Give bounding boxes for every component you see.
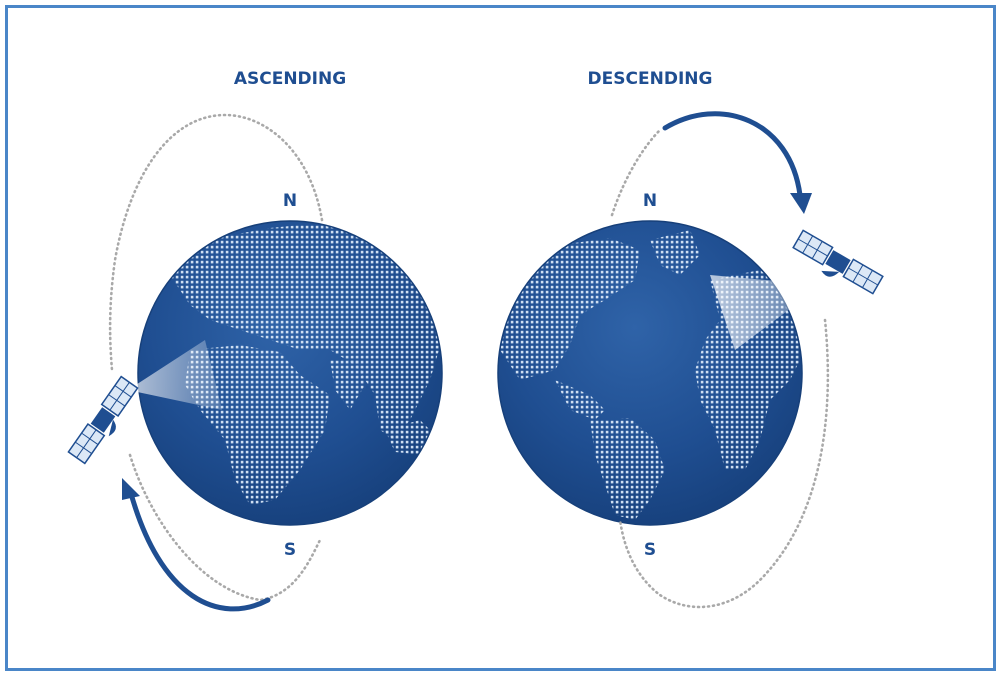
ascending-direction-arrow: [127, 487, 271, 612]
descending-signal-beam: [710, 275, 822, 350]
ascending-north-label: N: [283, 191, 297, 211]
ascending-arrowhead-icon: [122, 478, 140, 500]
descending-globe: [497, 220, 803, 526]
ascending-panel: ASCENDING N S: [67, 69, 443, 612]
descending-orbit-front: [618, 318, 830, 609]
ascending-orbit-path: [108, 113, 324, 372]
descending-panel: DESCENDING N S: [497, 69, 884, 609]
descending-title: DESCENDING: [588, 69, 713, 89]
descending-direction-arrow: [662, 111, 803, 198]
ascending-south-label: S: [284, 540, 296, 560]
ascending-title: ASCENDING: [234, 69, 346, 89]
descending-south-label: S: [644, 540, 656, 560]
ascending-signal-beam: [128, 340, 222, 410]
descending-arrowhead-icon: [790, 193, 812, 214]
descending-north-label: N: [643, 191, 657, 211]
ascending-satellite-icon: [67, 375, 139, 465]
ascending-orbit-front: [128, 453, 322, 602]
descending-orbit-path: [610, 128, 662, 217]
descending-satellite-icon: [792, 229, 884, 295]
